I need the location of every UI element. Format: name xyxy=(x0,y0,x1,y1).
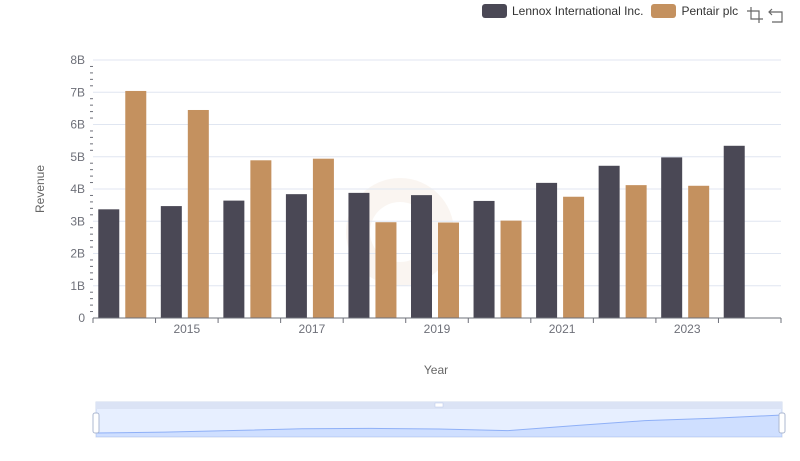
legend-item-pentair[interactable]: Pentair plc xyxy=(651,4,738,18)
bar-lennox xyxy=(536,182,558,318)
zoom-move-handle xyxy=(434,402,444,408)
x-tick-label: 2023 xyxy=(674,322,701,336)
y-tick-label: 1B xyxy=(70,279,85,293)
legend-label-lennox: Lennox International Inc. xyxy=(512,4,644,18)
bar-pentair xyxy=(187,109,209,318)
bar-lennox xyxy=(473,200,495,318)
y-tick-label: 8B xyxy=(70,53,85,67)
bar-pentair xyxy=(500,220,522,318)
x-axis: 2015 2017 2019 2021 2023 xyxy=(92,317,782,336)
legend-item-lennox[interactable]: Lennox International Inc. xyxy=(482,4,643,18)
bar-lennox xyxy=(411,195,432,318)
bar-lennox xyxy=(348,192,370,318)
y-tick-label: 5B xyxy=(70,150,85,164)
restore-icon[interactable] xyxy=(768,6,786,24)
y-axis-label: Revenue xyxy=(33,164,47,214)
y-tick-label: 3B xyxy=(70,214,85,228)
x-tick-label: 2017 xyxy=(299,322,326,336)
zoom-selected-range xyxy=(96,409,782,437)
zoom-preview-line xyxy=(95,414,783,434)
bar-pentair xyxy=(688,185,710,318)
zoom-icon[interactable] xyxy=(746,6,764,24)
legend-swatch-lennox xyxy=(482,4,507,18)
bar-pentair xyxy=(375,222,397,318)
bar-pentair xyxy=(438,222,459,318)
y-tick-label: 6B xyxy=(70,118,85,132)
bar-lennox xyxy=(285,194,307,318)
bar-pentair xyxy=(625,185,647,318)
legend-label-pentair: Pentair plc xyxy=(681,4,739,18)
y-tick-label: 0 xyxy=(78,311,85,325)
y-minor-ticks xyxy=(90,65,93,313)
bar-lennox xyxy=(223,200,245,318)
data-zoom-slider[interactable] xyxy=(92,401,786,438)
legend-swatch-pentair xyxy=(651,4,677,18)
y-axis-ticks: 0 1B 2B 3B 4B 5B 6B 7B 8B xyxy=(70,53,85,325)
legend[interactable]: Lennox International Inc. Pentair plc xyxy=(482,4,746,18)
bar-lennox xyxy=(723,145,745,318)
bar-pentair xyxy=(250,160,272,318)
zoom-handle-right[interactable] xyxy=(778,412,786,434)
bar-pentair xyxy=(563,196,585,318)
toolbox xyxy=(746,6,790,24)
y-tick-label: 4B xyxy=(70,182,85,196)
bar-pentair xyxy=(312,158,334,318)
bar-lennox xyxy=(661,157,683,318)
x-tick-label: 2021 xyxy=(549,322,576,336)
x-axis-label: Year xyxy=(423,363,449,377)
y-tick-label: 7B xyxy=(70,85,85,99)
zoom-preview-area xyxy=(96,415,782,437)
bar-lennox xyxy=(598,165,620,318)
bars xyxy=(98,90,745,319)
bar-pentair xyxy=(125,90,147,319)
y-tick-label: 2B xyxy=(70,247,85,261)
x-tick-label: 2015 xyxy=(173,322,200,336)
bar-lennox xyxy=(160,206,182,318)
x-tick-label: 2019 xyxy=(424,322,451,336)
zoom-handle-left[interactable] xyxy=(92,412,100,434)
bar-lennox xyxy=(98,209,120,318)
